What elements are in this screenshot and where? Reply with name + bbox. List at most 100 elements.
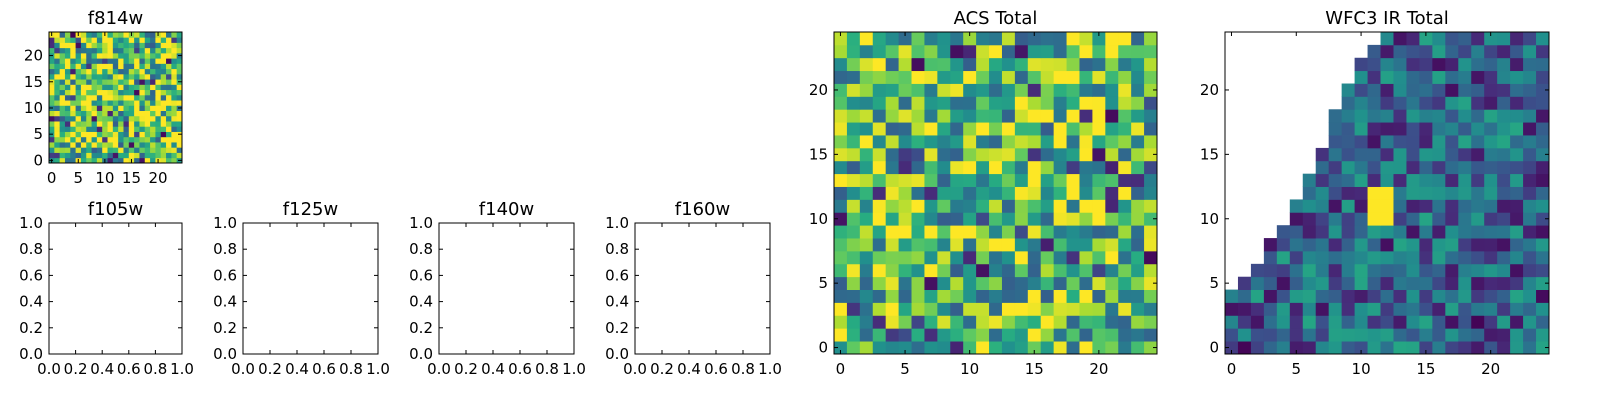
heatmap-cell bbox=[1001, 225, 1016, 239]
heatmap-cell bbox=[1276, 225, 1291, 239]
heatmap-cell bbox=[976, 173, 990, 187]
heatmap-cell bbox=[1484, 186, 1498, 200]
heatmap-cell bbox=[1079, 44, 1093, 59]
heatmap-cell bbox=[937, 328, 951, 342]
heatmap-cell bbox=[1471, 263, 1485, 278]
heatmap-cell bbox=[176, 68, 183, 75]
heatmap-cell bbox=[144, 79, 151, 85]
heatmap-cell bbox=[1053, 109, 1067, 123]
heatmap-cell bbox=[118, 52, 124, 59]
heatmap-cell bbox=[1458, 186, 1472, 200]
heatmap-cell bbox=[118, 136, 124, 143]
heatmap-cell bbox=[160, 142, 167, 148]
heatmap-cell bbox=[1027, 186, 1042, 200]
heatmap-cell bbox=[1315, 341, 1330, 355]
heatmap-cell bbox=[64, 126, 71, 132]
heatmap-cell bbox=[911, 135, 925, 149]
heatmap-cell bbox=[64, 37, 71, 43]
heatmap-cell bbox=[1092, 238, 1106, 252]
heatmap-cell bbox=[976, 289, 990, 303]
heatmap-cell bbox=[96, 79, 103, 85]
heatmap-cell bbox=[859, 328, 874, 342]
heatmap-cell bbox=[1419, 70, 1433, 84]
heatmap-cell bbox=[834, 32, 848, 46]
heatmap-cell bbox=[1027, 147, 1042, 162]
heatmap-cell bbox=[911, 70, 925, 84]
heatmap-cell bbox=[846, 341, 861, 355]
heatmap-cell bbox=[107, 136, 114, 143]
heatmap-cell bbox=[1367, 83, 1381, 97]
heatmap-cell bbox=[1484, 122, 1498, 136]
heatmap-cell bbox=[950, 109, 964, 123]
heatmap-cell bbox=[144, 115, 151, 122]
heatmap-cell bbox=[1118, 44, 1132, 59]
heatmap-cell bbox=[59, 152, 66, 159]
heatmap-cell bbox=[872, 57, 887, 72]
heatmap-cell bbox=[1328, 122, 1343, 136]
heatmap-cell bbox=[139, 136, 146, 143]
heatmap-cell bbox=[49, 147, 55, 153]
heatmap-cell bbox=[155, 115, 162, 122]
heatmap-cell bbox=[872, 96, 887, 110]
heatmap-cell bbox=[86, 105, 92, 111]
heatmap-cell bbox=[911, 44, 925, 59]
heatmap-cell bbox=[86, 89, 92, 96]
heatmap-cell bbox=[112, 152, 119, 159]
heatmap-cell bbox=[150, 100, 156, 106]
heatmap-cell bbox=[1105, 315, 1119, 329]
heatmap-cell bbox=[1014, 83, 1029, 97]
heatmap-cell bbox=[1458, 32, 1472, 46]
heatmap-cell bbox=[1419, 250, 1433, 265]
heatmap-cell bbox=[1040, 225, 1055, 239]
heatmap-cell bbox=[924, 199, 938, 213]
heatmap-cell bbox=[160, 147, 167, 153]
heatmap-cell bbox=[54, 84, 61, 91]
heatmap-cell bbox=[91, 94, 98, 101]
heatmap-cell bbox=[1302, 186, 1317, 200]
heatmap-cell bbox=[846, 238, 861, 252]
heatmap-cell bbox=[950, 122, 964, 136]
heatmap-cell bbox=[1092, 302, 1106, 316]
heatmap-cell bbox=[64, 52, 71, 59]
heatmap-cell bbox=[1105, 135, 1119, 149]
heatmap-cell bbox=[123, 94, 130, 101]
heatmap-cell bbox=[963, 147, 977, 162]
heatmap-cell bbox=[1393, 160, 1407, 175]
heatmap-cell bbox=[91, 152, 98, 159]
heatmap-cell bbox=[112, 68, 119, 75]
heatmap-cell bbox=[150, 142, 156, 148]
heatmap-cell bbox=[64, 110, 71, 117]
heatmap-cell bbox=[160, 136, 167, 143]
heatmap-cell bbox=[911, 289, 925, 303]
heatmap-cell bbox=[1066, 302, 1080, 316]
heatmap-cell bbox=[1445, 212, 1459, 226]
heatmap-cell bbox=[872, 250, 887, 265]
heatmap-cell bbox=[1315, 302, 1330, 316]
heatmap-cell bbox=[1367, 186, 1381, 200]
heatmap-cell bbox=[1510, 173, 1524, 187]
heatmap-cell bbox=[1393, 302, 1407, 316]
heatmap-cell bbox=[64, 68, 71, 75]
heatmap-cell bbox=[950, 341, 964, 355]
heatmap-cell bbox=[1536, 238, 1550, 252]
heatmap-cell bbox=[937, 263, 951, 278]
heatmap-cell bbox=[1040, 186, 1055, 200]
heatmap-cell bbox=[1354, 83, 1368, 97]
heatmap-cell bbox=[1066, 109, 1080, 123]
heatmap-cell bbox=[75, 115, 82, 122]
heatmap-cell bbox=[118, 94, 124, 101]
heatmap-cell bbox=[1250, 302, 1265, 316]
heatmap-cell bbox=[144, 73, 151, 80]
heatmap-cell bbox=[1445, 276, 1459, 290]
heatmap-cell bbox=[171, 94, 178, 101]
heatmap-cell bbox=[54, 63, 61, 70]
heatmap-cell bbox=[166, 32, 172, 38]
heatmap-cell bbox=[834, 186, 848, 200]
y-tick-label: 0.2 bbox=[605, 319, 629, 337]
heatmap-cell bbox=[885, 32, 899, 46]
heatmap-cell bbox=[1040, 199, 1055, 213]
heatmap-cell bbox=[1432, 44, 1446, 59]
heatmap-cell bbox=[171, 131, 178, 138]
heatmap-cell bbox=[1053, 302, 1067, 316]
heatmap-cell bbox=[859, 122, 874, 136]
